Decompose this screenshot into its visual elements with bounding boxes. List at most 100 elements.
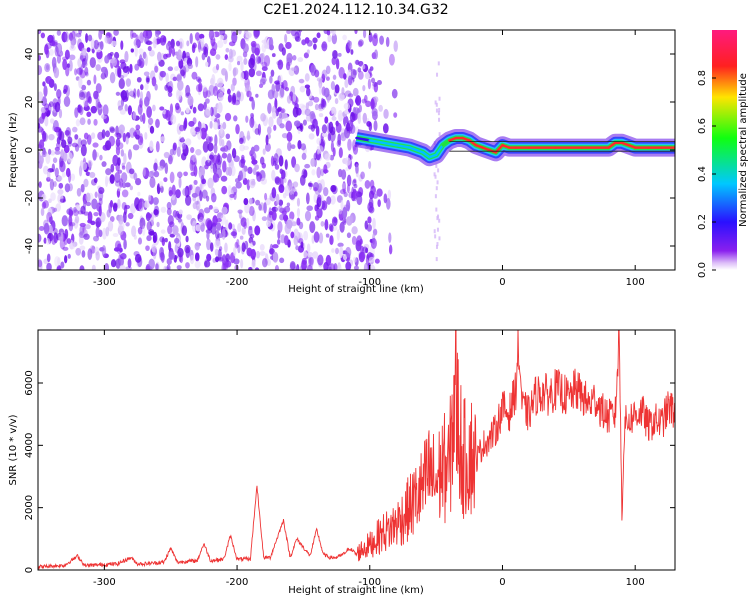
noise-speckle — [237, 60, 241, 66]
noise-speckle — [314, 103, 319, 111]
noise-speckle — [127, 212, 134, 220]
noise-speckle — [301, 260, 307, 270]
noise-speckle — [80, 161, 88, 171]
noise-speckle — [132, 144, 140, 151]
noise-speckle — [278, 199, 284, 207]
noise-speckle — [305, 192, 310, 205]
noise-speckle — [291, 144, 296, 150]
noise-speckle — [52, 41, 58, 47]
noise-speckle — [210, 242, 214, 252]
snr-y-ticks: 0 2000 4000 6000 — [24, 370, 675, 573]
noise-speckle — [343, 102, 351, 110]
noise-speckle — [38, 30, 42, 35]
noise-speckle — [283, 177, 287, 184]
noise-speckle — [248, 236, 254, 244]
noise-speckle — [340, 132, 347, 142]
noise-speckle — [64, 31, 69, 43]
noise-speckle — [304, 73, 310, 82]
ridge-segment — [408, 146, 425, 154]
noise-speckle — [76, 187, 82, 197]
noise-speckle — [163, 151, 170, 159]
noise-speckle — [72, 209, 79, 217]
noise-speckle — [81, 61, 88, 68]
noise-speckle — [338, 147, 343, 159]
noise-speckle — [164, 237, 168, 243]
noise-speckle — [130, 30, 134, 40]
noise-speckle — [212, 154, 219, 165]
noise-speckle — [159, 252, 165, 261]
noise-speckle — [273, 124, 277, 131]
noise-speckle — [181, 136, 185, 142]
noise-speckle — [248, 197, 253, 205]
noise-speckle — [435, 257, 438, 262]
noise-speckle — [42, 81, 46, 87]
noise-speckle — [334, 84, 340, 94]
noise-speckle — [271, 187, 277, 199]
noise-speckle — [160, 206, 167, 213]
noise-speckle — [233, 246, 237, 257]
noise-speckle — [267, 102, 272, 114]
noise-speckle — [285, 61, 291, 71]
noise-speckle — [176, 265, 182, 270]
noise-speckle — [105, 32, 111, 39]
noise-speckle — [218, 135, 222, 147]
noise-speckle — [199, 183, 203, 191]
snr-series-line — [38, 330, 675, 570]
noise-speckle — [38, 91, 44, 101]
noise-speckle — [324, 218, 329, 231]
noise-speckle — [105, 175, 109, 188]
x-tick-label: 0 — [499, 277, 505, 288]
noise-speckle — [87, 118, 91, 125]
noise-speckle — [344, 78, 349, 89]
noise-speckle — [95, 226, 100, 238]
noise-speckle — [238, 211, 242, 219]
noise-speckle — [54, 167, 59, 178]
noise-speckle — [110, 40, 118, 47]
noise-speckle — [387, 189, 392, 200]
noise-speckle — [248, 205, 255, 217]
noise-speckle — [74, 134, 79, 140]
noise-speckle — [102, 104, 109, 117]
noise-speckle — [367, 201, 374, 213]
noise-speckle — [154, 83, 158, 91]
noise-speckle — [350, 68, 357, 80]
noise-speckle — [382, 123, 389, 134]
noise-speckle — [156, 51, 162, 62]
noise-speckle — [438, 117, 441, 122]
noise-speckle — [179, 254, 184, 264]
noise-speckle — [255, 199, 261, 206]
noise-speckle — [236, 90, 241, 102]
noise-speckle — [358, 104, 362, 113]
snr-x-ticks: -300 -200 -100 0 100 — [93, 330, 645, 588]
noise-speckle — [195, 200, 201, 211]
noise-speckle — [148, 170, 155, 178]
noise-speckle — [133, 234, 137, 240]
noise-speckle — [314, 215, 320, 221]
noise-speckle — [171, 194, 176, 201]
noise-speckle — [388, 232, 392, 244]
noise-speckle — [321, 69, 328, 79]
colorbar-tick-label: 0.8 — [697, 70, 708, 86]
x-tick-label: -200 — [226, 277, 249, 288]
noise-speckle — [352, 179, 357, 187]
noise-speckle — [206, 253, 212, 262]
noise-speckle — [357, 70, 364, 80]
noise-speckle — [120, 40, 124, 50]
noise-speckle — [202, 46, 207, 56]
noise-speckle — [49, 178, 55, 191]
noise-speckle — [38, 65, 43, 76]
noise-speckle — [323, 261, 329, 270]
noise-speckle — [71, 126, 78, 133]
noise-speckle — [304, 163, 311, 169]
noise-speckle — [152, 104, 156, 112]
noise-speckle — [341, 217, 347, 224]
noise-speckle — [186, 40, 190, 47]
noise-speckle — [118, 221, 125, 232]
noise-speckle — [165, 109, 171, 121]
noise-speckle — [47, 207, 53, 218]
noise-speckle — [54, 150, 61, 155]
noise-speckle — [347, 93, 354, 98]
noise-speckle — [101, 245, 107, 257]
noise-speckle — [221, 146, 226, 153]
noise-speckle — [74, 144, 80, 152]
